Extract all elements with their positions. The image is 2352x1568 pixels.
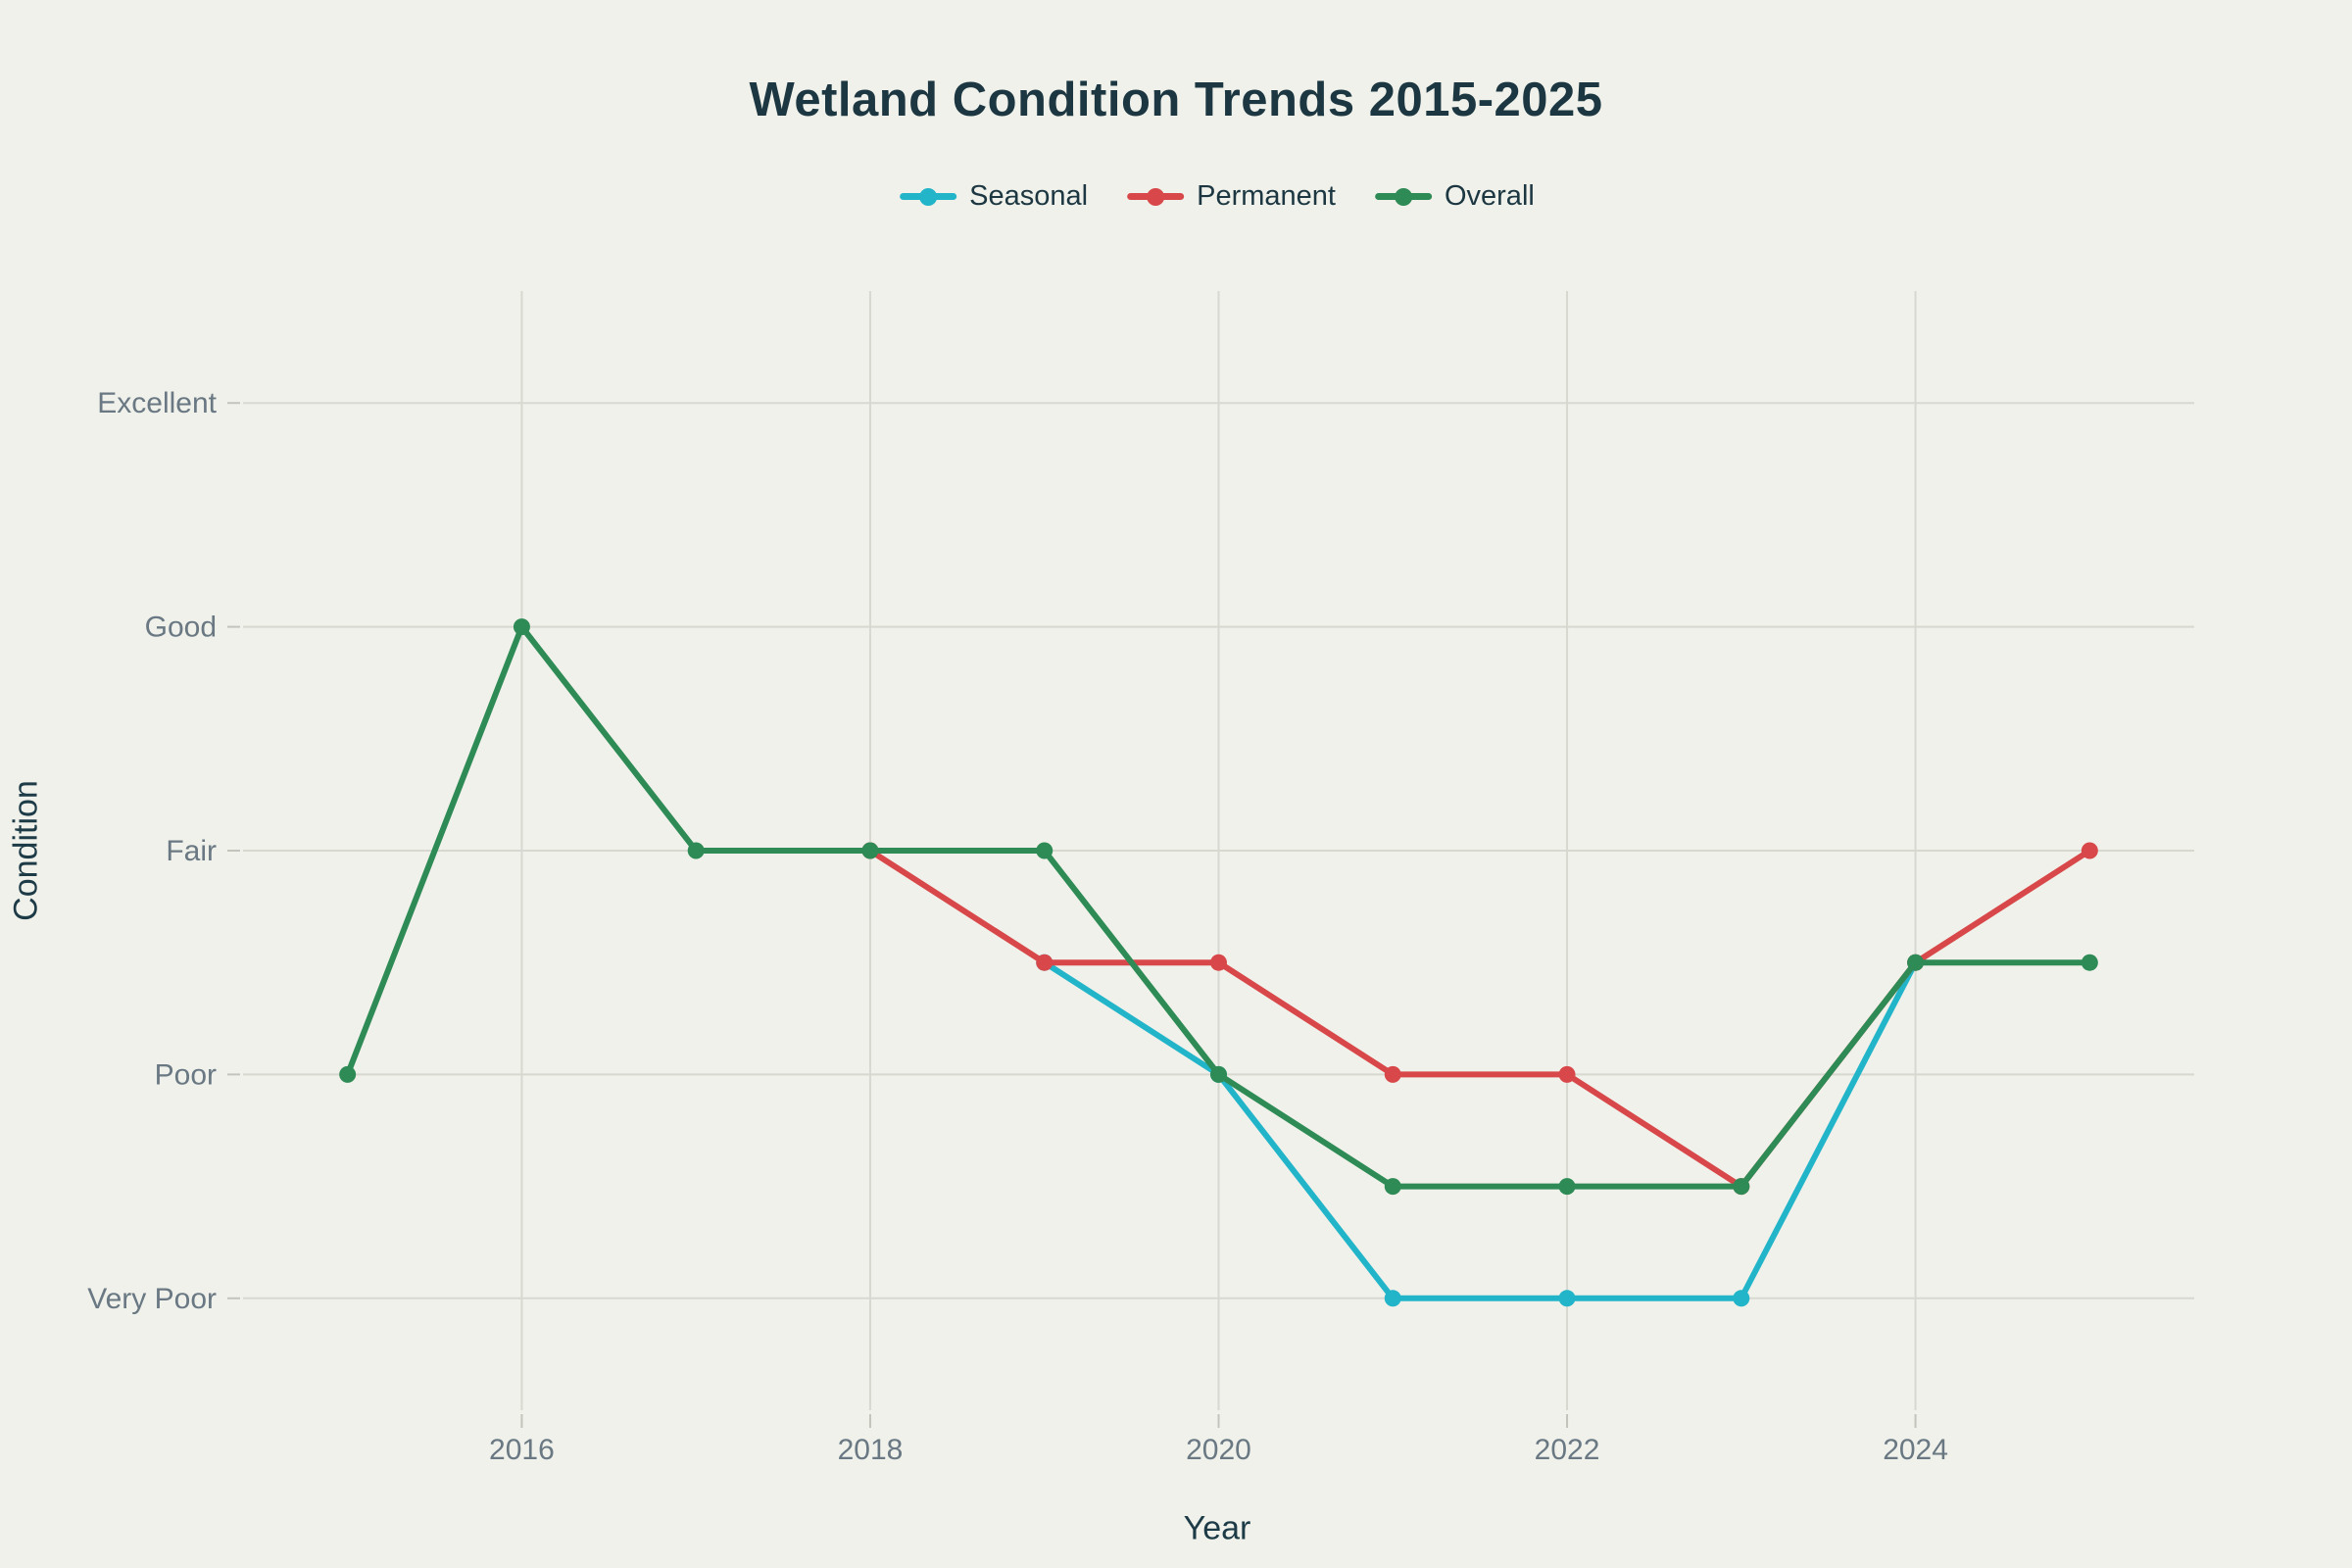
legend-line-dot-marker [900,187,957,206]
data-point[interactable] [513,618,530,636]
series-line [1041,959,1919,1301]
axis-ticks [227,402,1917,1428]
chart-legend: Seasonal Permanent Overall [900,180,1535,213]
legend-item-seasonal[interactable]: Seasonal [900,180,1088,213]
legend-line-dot-marker [1127,187,1185,206]
legend-item-permanent[interactable]: Permanent [1127,180,1336,213]
data-point[interactable] [1558,1065,1576,1083]
data-point[interactable] [1036,954,1054,971]
y-tick-label: Good [145,612,217,644]
series-line [866,848,2093,1190]
data-point[interactable] [687,842,705,859]
legend-label: Seasonal [969,180,1089,212]
x-tick-labels: 2016 2018 2020 2022 2024 [489,1434,1948,1466]
data-point[interactable] [2081,842,2098,859]
data-point[interactable] [1558,1178,1576,1196]
x-tick-label: 2020 [1186,1434,1251,1466]
data-point[interactable] [1210,954,1227,971]
series-permanent[interactable] [861,842,2098,1196]
legend-label: Overall [1444,180,1535,212]
data-point[interactable] [1036,842,1054,859]
y-tick-label: Fair [166,835,217,867]
data-point[interactable] [1733,1178,1750,1196]
legend-line-dot-marker [1374,187,1432,206]
legend-item-overall[interactable]: Overall [1374,180,1535,213]
data-point[interactable] [1384,1290,1401,1307]
data-point[interactable] [339,1065,357,1083]
y-tick-label: Excellent [97,387,217,419]
data-point[interactable] [2081,954,2098,971]
y-tick-labels: Very Poor Poor Fair Good Excellent [87,387,217,1315]
series-overall[interactable] [339,618,2098,1196]
x-tick-label: 2016 [489,1434,555,1466]
legend-label: Permanent [1197,180,1336,212]
x-tick-label: 2022 [1535,1434,1600,1466]
y-tick-label: Very Poor [87,1283,217,1315]
data-point[interactable] [861,842,879,859]
data-point[interactable] [1558,1290,1576,1307]
x-axis-title: Year [1183,1509,1251,1547]
data-point[interactable] [1907,954,1925,971]
data-point[interactable] [1210,1065,1227,1083]
data-point[interactable] [1733,1290,1750,1307]
x-tick-label: 2024 [1883,1434,1948,1466]
y-tick-label: Poor [155,1058,217,1091]
y-axis-title: Condition [7,780,45,921]
x-tick-label: 2018 [838,1434,904,1466]
data-point[interactable] [1384,1065,1401,1083]
data-point[interactable] [1384,1178,1401,1196]
chart-title: Wetland Condition Trends 2015-2025 [749,74,1603,126]
